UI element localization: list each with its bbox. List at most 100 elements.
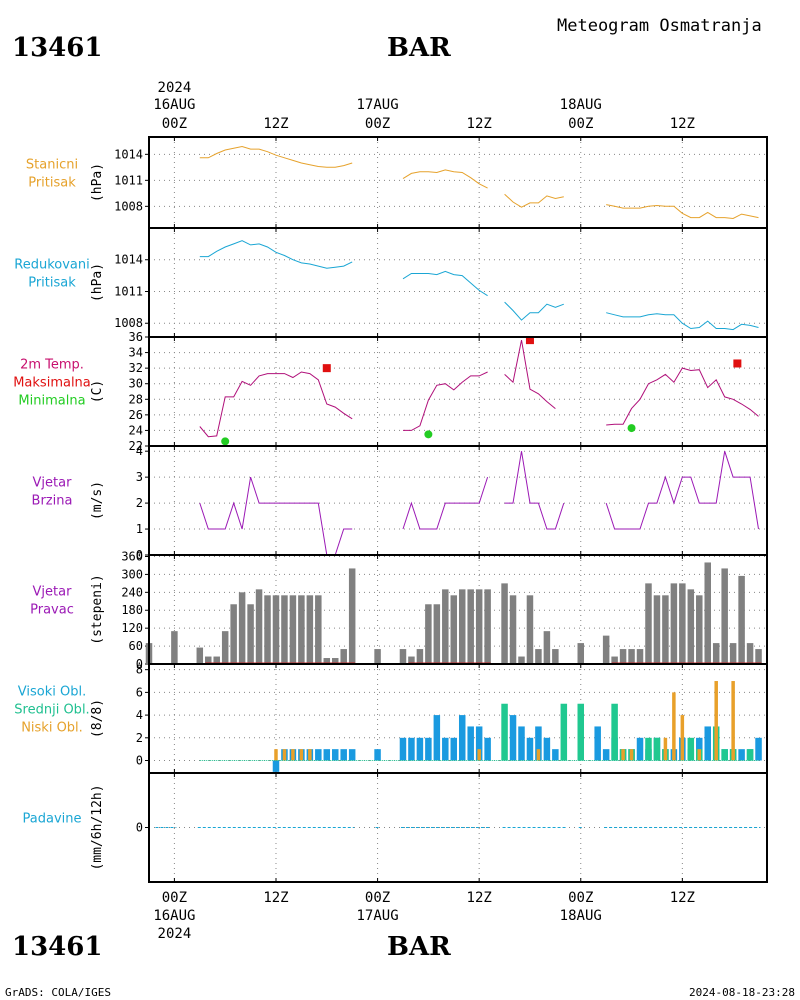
panel-wind_direction: 0 60 120 180 240 300 360 Vjetar Pravac (stepeni) [30,549,768,671]
top-axis-hour: 12Z [467,116,492,132]
max-temp-marker [733,359,742,368]
series-line [504,301,564,321]
wind-dir-bar [729,643,737,664]
series-line [199,240,353,269]
cloud-bar-srednji [721,749,728,761]
y-tick-label: 300 [121,567,143,581]
series-line [606,312,759,331]
y-tick-label: 180 [121,603,143,617]
wind-dir-bar [416,649,424,664]
cloud-bar-visoki [484,737,491,761]
wind-dir-bar [238,592,246,664]
panel-label: Visoki Obl. [18,685,86,700]
panel-stanicni: 1008 1011 1014 Stanicni Pritisak (hPa) [26,136,768,229]
series-line [403,371,488,431]
series-line [606,367,759,426]
wind-dir-bar [433,604,441,664]
top-axis-hour: 00Z [568,116,593,132]
top-axis-hour: 00Z [365,116,390,132]
panel-frame [148,227,768,338]
series-line [605,451,759,530]
panel-frame [148,772,768,883]
y-tick-label: 4 [136,708,143,722]
wind-dir-bar [577,643,585,664]
cloud-bar-niski [731,681,735,761]
y-tick-label: 26 [129,408,143,422]
cloud-bar-visoki [518,726,525,761]
cloud-bar-visoki [526,737,534,761]
wind-dir-bar [221,631,229,664]
wind-dir-bar [696,595,703,664]
cloud-bar-niski [672,692,676,761]
wind-dir-bar [501,583,508,664]
cloud-bar-visoki [509,715,517,761]
series-line [402,270,488,297]
wind-dir-bar [196,647,204,664]
panel-label: Pravac [30,603,74,618]
top-axis-hour: 00Z [162,116,187,132]
panel-label: Brzina [32,494,73,509]
top-axis-date: 18AUG [560,97,602,113]
y-axis-label: (8/8) [90,699,105,738]
wind-dir-bar [331,658,339,664]
cloud-bar-visoki [602,749,610,761]
bottom-axis-hour: 00Z [162,890,187,906]
panel-wind_speed: 0 1 2 3 4 Vjetar Brzina (m/s) [32,444,768,562]
cloud-bar-srednji [501,703,508,761]
panel-label: Srednji Obl. [14,703,89,718]
wind-dir-bar [679,583,686,664]
top-axis-date: 16AUG [153,97,195,113]
cloud-bar-visoki [738,749,745,761]
y-tick-label: 120 [121,621,143,635]
wind-dir-bar [704,562,711,664]
wind-dir-bar [509,595,517,664]
cloud-bar-visoki [272,760,280,772]
wind-dir-bar [450,595,458,664]
wind-dir-bar [746,643,754,664]
cloud-bar-niski [477,749,481,761]
y-tick-label: 0 [136,548,143,562]
wind-dir-bar [281,595,288,664]
cloud-bar-niski [697,749,702,761]
cloud-bar-niski [299,749,304,761]
cloud-bar-niski [621,749,625,761]
cloud-bar-visoki [408,737,415,761]
wind-dir-bar [526,595,534,664]
panel-label: 2m Temp. [20,358,84,373]
cloud-bar-visoki [425,737,432,761]
panel-label: Pritisak [28,176,76,191]
wind-dir-bar [619,649,627,664]
panel-clouds: 0 2 4 6 8 Visoki Obl. Srednji Obl. Niski Obl. (8… [14,663,768,774]
top-axis-year: 2024 [158,80,192,96]
y-tick-label: 6 [136,685,143,699]
top-axis-hour: 12Z [670,116,695,132]
panel-label: Redukovani [14,258,89,273]
wind-dir-bar [340,649,347,664]
wind-dir-bar [205,656,212,664]
wind-dir-bar [712,643,720,664]
cloud-bar-visoki [552,749,559,761]
panel-label: Padavine [23,812,82,827]
panel-precipitation: 0 Padavine (mm/6h/12h) [23,772,768,883]
bottom-axis-hour: 12Z [263,890,288,906]
wind-dir-bar [230,604,237,664]
y-tick-label: 2 [136,731,143,745]
bottom-axis-hour: 12Z [467,890,492,906]
y-tick-label: 240 [121,585,143,599]
station-id-top: 13461 [12,33,102,63]
bottom-axis-date: 18AUG [560,908,602,924]
cloud-bar-niski [536,749,541,761]
cloud-bar-visoki [755,737,762,761]
panel-redukovani: 1008 1011 1014 Redukovani Pritisak (hPa) [14,227,768,338]
y-tick-label: 22 [129,439,143,453]
cloud-bar-niski [714,681,718,761]
cloud-bar-niski [629,749,634,761]
panel-label: Minimalna [18,394,85,409]
cloud-bar-visoki [535,726,542,761]
cloud-bar-visoki [374,749,381,761]
cloud-bar-visoki [543,737,551,761]
max-temp-marker [525,336,534,345]
wind-dir-bar [738,575,745,664]
